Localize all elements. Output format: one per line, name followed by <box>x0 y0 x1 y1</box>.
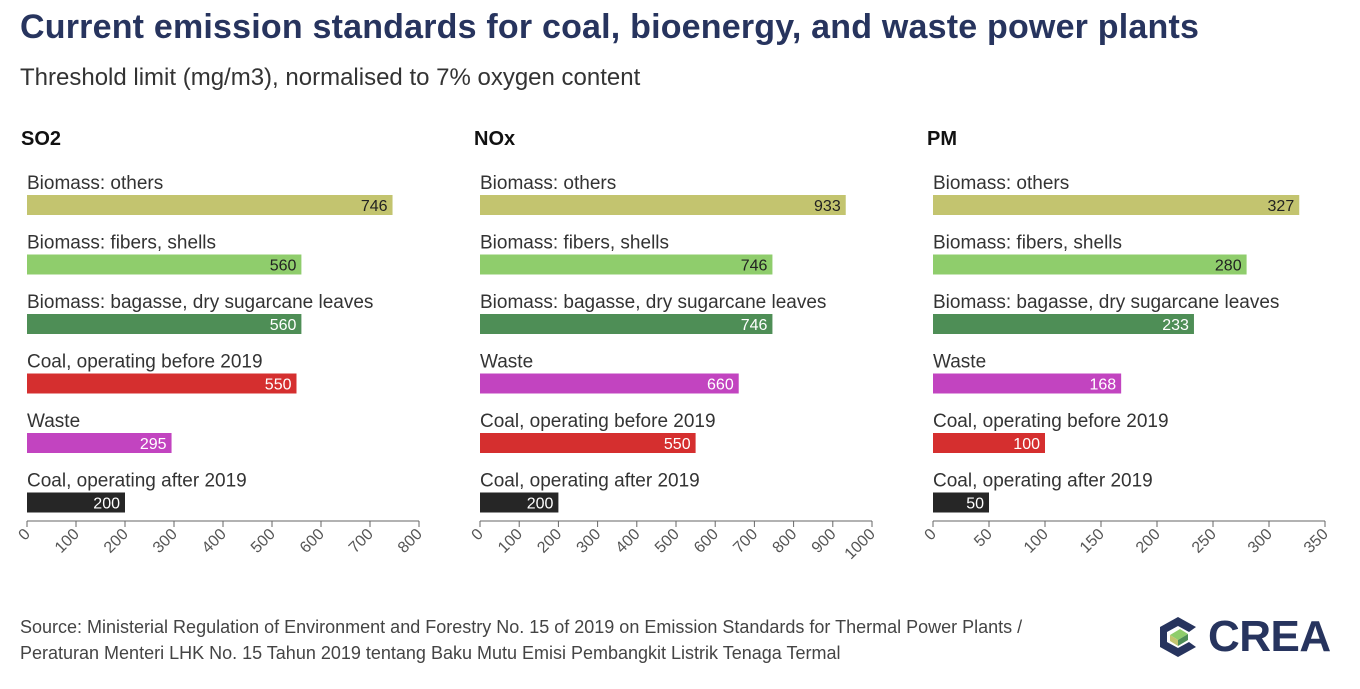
category-label: Waste <box>27 411 80 432</box>
category-label: Waste <box>933 352 986 373</box>
x-tick-label: 700 <box>346 526 377 557</box>
x-tick-label: 250 <box>1189 526 1220 557</box>
x-tick-label: 300 <box>574 526 605 557</box>
category-label: Biomass: bagasse, dry sugarcane leaves <box>933 292 1279 313</box>
value-label: 746 <box>361 198 388 215</box>
category-label: Biomass: bagasse, dry sugarcane leaves <box>27 292 373 313</box>
value-label: 560 <box>270 258 297 275</box>
category-label: Coal, operating before 2019 <box>27 352 263 373</box>
bar <box>933 373 1122 394</box>
x-tick-label: 0 <box>16 526 34 544</box>
x-tick-label: 100 <box>495 526 526 557</box>
x-tick-label: 700 <box>730 526 761 557</box>
value-label: 660 <box>707 377 734 394</box>
bar <box>27 195 393 215</box>
x-tick-label: 600 <box>297 526 328 557</box>
x-tick-label: 1000 <box>842 526 879 563</box>
category-label: Biomass: fibers, shells <box>27 233 216 254</box>
value-label: 933 <box>814 198 841 215</box>
panel-title: NOx <box>474 128 515 150</box>
value-label: 746 <box>741 317 768 334</box>
x-tick-label: 500 <box>248 526 279 557</box>
category-label: Coal, operating before 2019 <box>480 411 716 432</box>
chart-svg: NOx Biomass: others 933 Biomass: fibers, sh… <box>469 128 879 563</box>
chart-title: Current emission standards for coal, bio… <box>20 8 1200 46</box>
x-tick-label: 50 <box>971 526 996 551</box>
category-label: Biomass: fibers, shells <box>933 233 1122 254</box>
value-label: 560 <box>270 317 297 334</box>
value-label: 200 <box>93 496 120 513</box>
x-tick-label: 600 <box>691 526 722 557</box>
category-label: Coal, operating before 2019 <box>933 411 1169 432</box>
x-tick-label: 300 <box>150 526 181 557</box>
bar <box>480 492 559 513</box>
category-label: Coal, operating after 2019 <box>933 471 1153 492</box>
panel-nox: NOx Biomass: others 933 Biomass: fibers, sh… <box>453 118 893 588</box>
bar <box>27 254 302 275</box>
panel-pm: PM Biomass: others 327 Biomass: fibers, she… <box>906 118 1346 588</box>
bar <box>933 433 1045 453</box>
bar <box>480 314 773 334</box>
x-tick-label: 800 <box>395 526 426 557</box>
value-label: 746 <box>741 258 768 275</box>
x-tick-label: 0 <box>469 526 487 544</box>
x-tick-label: 100 <box>1021 526 1052 557</box>
x-tick-label: 150 <box>1077 526 1108 557</box>
value-label: 280 <box>1215 258 1242 275</box>
x-tick-label: 800 <box>770 526 801 557</box>
category-label: Biomass: bagasse, dry sugarcane leaves <box>480 292 826 313</box>
bar <box>933 254 1247 275</box>
x-tick-label: 400 <box>613 526 644 557</box>
value-label: 550 <box>664 436 691 453</box>
value-label: 168 <box>1089 377 1116 394</box>
panel-title: PM <box>927 128 957 150</box>
category-label: Waste <box>480 352 533 373</box>
bar <box>933 195 1300 215</box>
x-tick-label: 100 <box>52 526 83 557</box>
x-tick-label: 200 <box>101 526 132 557</box>
crea-logo-icon <box>1160 617 1196 657</box>
category-label: Coal, operating after 2019 <box>480 471 700 492</box>
charts-container: SO2 Biomass: others 746 Biomass: fibers, sh… <box>0 118 1360 588</box>
category-label: Biomass: others <box>480 173 616 194</box>
panel-title: SO2 <box>21 128 61 150</box>
crea-logo-text: CREA <box>1208 612 1331 661</box>
bar <box>480 254 773 275</box>
chart-svg: SO2 Biomass: others 746 Biomass: fibers, sh… <box>16 128 426 557</box>
bar <box>27 314 302 334</box>
bar <box>27 373 297 394</box>
value-label: 50 <box>966 496 984 513</box>
bar <box>480 433 696 453</box>
bar <box>27 433 172 453</box>
x-tick-label: 200 <box>1133 526 1164 557</box>
x-tick-label: 0 <box>922 526 940 544</box>
bar <box>933 492 989 513</box>
value-label: 233 <box>1162 317 1189 334</box>
x-tick-label: 400 <box>199 526 230 557</box>
source-note: Source: Ministerial Regulation of Enviro… <box>20 617 1023 663</box>
bar <box>27 492 125 513</box>
bar <box>480 373 739 394</box>
value-label: 200 <box>527 496 554 513</box>
category-label: Biomass: fibers, shells <box>480 233 669 254</box>
panel-so2: SO2 Biomass: others 746 Biomass: fibers, sh… <box>0 118 440 588</box>
category-label: Coal, operating after 2019 <box>27 471 247 492</box>
x-tick-label: 500 <box>652 526 683 557</box>
bar <box>933 314 1194 334</box>
value-label: 295 <box>140 436 167 453</box>
value-label: 550 <box>265 377 292 394</box>
x-tick-label: 300 <box>1245 526 1276 557</box>
x-tick-label: 350 <box>1301 526 1332 557</box>
crea-logo: CREA <box>1156 612 1331 661</box>
x-tick-label: 200 <box>534 526 565 557</box>
value-label: 327 <box>1268 198 1295 215</box>
x-tick-label: 900 <box>809 526 840 557</box>
chart-svg: PM Biomass: others 327 Biomass: fibers, she… <box>922 128 1332 557</box>
bar <box>480 195 846 215</box>
value-label: 100 <box>1013 436 1040 453</box>
category-label: Biomass: others <box>933 173 1069 194</box>
category-label: Biomass: others <box>27 173 163 194</box>
chart-subtitle: Threshold limit (mg/m3), normalised to 7… <box>20 64 641 91</box>
